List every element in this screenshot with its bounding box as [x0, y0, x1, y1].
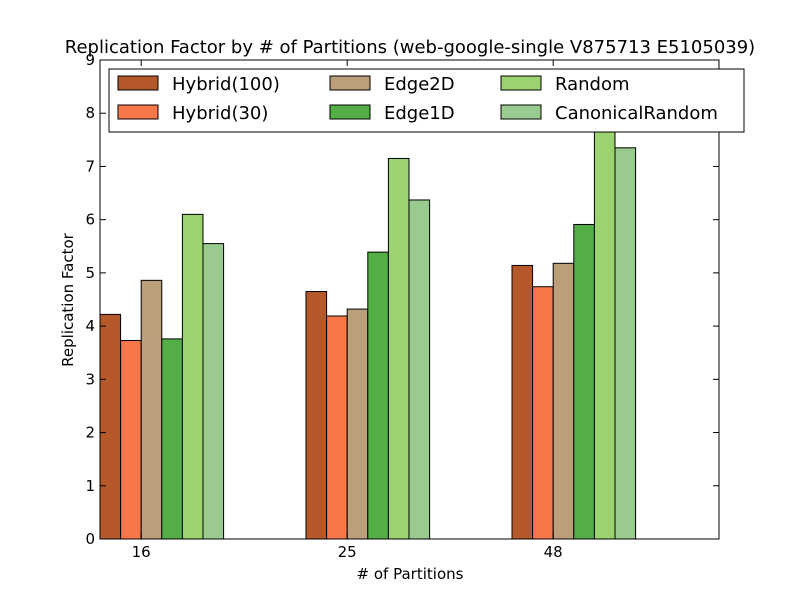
y-tick-label: 8 — [85, 104, 95, 122]
y-axis-label: Replication Factor — [59, 232, 77, 367]
legend-swatch — [329, 104, 371, 120]
legend-label: Edge1D — [384, 103, 455, 124]
legend-swatch — [117, 104, 159, 120]
legend-swatch — [500, 75, 542, 91]
bar-random-16 — [181, 213, 204, 540]
x-axis-label: # of Partitions — [357, 565, 464, 583]
chart-title: Replication Factor by # of Partitions (w… — [65, 37, 755, 58]
legend-label: Edge2D — [384, 74, 455, 95]
bar-edge1d-48 — [573, 223, 595, 540]
legend-swatch — [117, 75, 159, 91]
bar-hybrid-30--25 — [326, 315, 348, 540]
y-tick-label: 1 — [85, 477, 95, 495]
y-tick-label: 7 — [85, 157, 95, 175]
x-tick-label: 16 — [132, 543, 151, 561]
legend-label: CanonicalRandom — [555, 103, 718, 124]
legend-swatch — [500, 104, 542, 120]
bar-hybrid-100--25 — [305, 291, 328, 540]
legend-label: Random — [555, 74, 630, 95]
bar-hybrid-100--48 — [511, 264, 534, 540]
bar-canonicalrandom-48 — [614, 147, 637, 540]
y-tick-label: 9 — [85, 51, 95, 69]
legend-box — [108, 68, 745, 133]
y-tick-label: 0 — [85, 530, 95, 548]
bars-group — [99, 123, 637, 540]
y-tick-label: 3 — [85, 370, 95, 388]
bar-random-25 — [387, 157, 410, 540]
bar-random-48 — [593, 123, 616, 540]
y-tick-label: 6 — [85, 211, 95, 229]
bar-edge2d-48 — [552, 262, 575, 540]
bar-hybrid-30--16 — [120, 339, 142, 540]
legend: Hybrid(100) Hybrid(30) Edge2D Edge1D Random C… — [108, 68, 745, 133]
legend-label: Hybrid(30) — [172, 103, 268, 124]
bar-canonicalrandom-25 — [408, 199, 431, 540]
bar-edge1d-25 — [367, 251, 389, 540]
legend-swatch — [329, 75, 371, 91]
x-tick-label: 25 — [338, 543, 357, 561]
plot-frame — [99, 59, 720, 540]
y-tick-label: 5 — [85, 264, 95, 282]
legend-label: Hybrid(100) — [172, 74, 280, 95]
y-tick-label: 2 — [85, 424, 95, 442]
y-axis: 0 1 2 3 4 5 6 7 8 9 — [85, 51, 719, 548]
bar-hybrid-100--16 — [99, 313, 122, 540]
y-tick-label: 4 — [85, 317, 95, 335]
bar-hybrid-30--48 — [532, 286, 554, 540]
bar-canonicalrandom-16 — [202, 243, 225, 540]
bar-edge2d-25 — [346, 308, 369, 540]
bar-edge1d-16 — [161, 338, 183, 540]
x-tick-label: 48 — [544, 543, 563, 561]
x-axis: 16 25 48 — [132, 60, 563, 561]
bar-edge2d-16 — [140, 279, 163, 540]
